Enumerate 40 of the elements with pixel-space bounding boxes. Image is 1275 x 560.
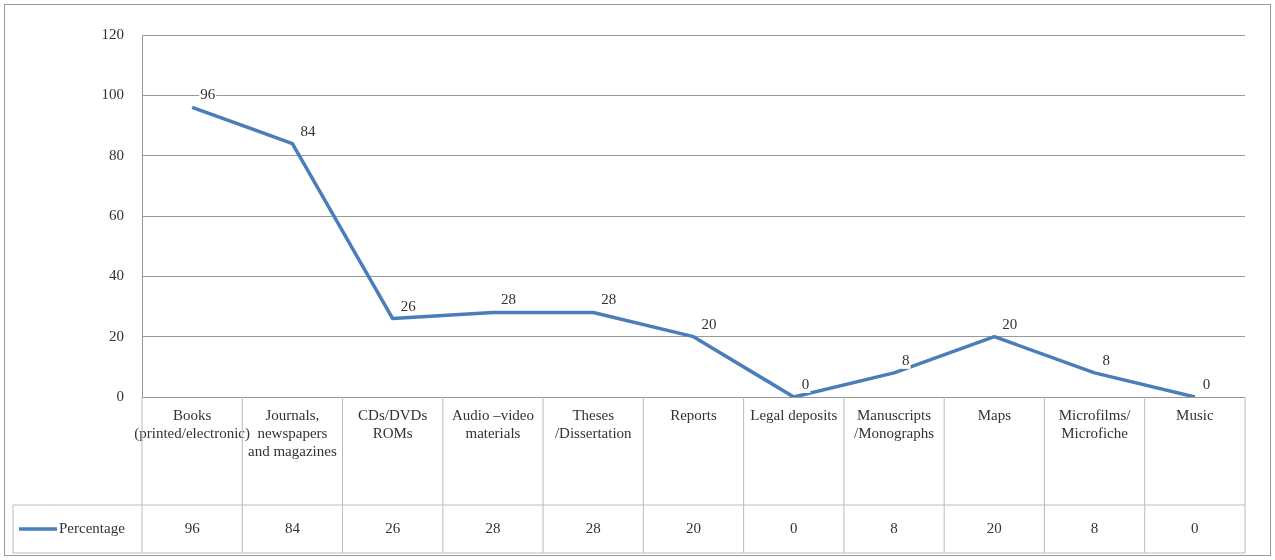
annotation: 0 (1202, 375, 1211, 392)
x-tick-label: Theses /Dissertation (554, 406, 633, 441)
x-tick-label: Legal deposits (750, 406, 838, 423)
y-tick-label: 80 (109, 146, 124, 163)
data-label: 28 (485, 519, 501, 536)
x-tick-label: Manuscripts /Monographs (854, 406, 935, 441)
data-label: 0 (790, 519, 798, 536)
x-tick-label: Audio –video materials (451, 406, 534, 441)
x-tick-label: Books (printed/electronic) (134, 406, 251, 442)
annotation: 96 (200, 86, 216, 103)
y-tick-label: 0 (116, 387, 124, 404)
annotation: 0 (801, 375, 810, 392)
x-tick-label: Reports (670, 406, 717, 423)
annotation: 8 (902, 351, 910, 368)
annotation: 84 (300, 122, 316, 139)
annotation: 8 (1102, 351, 1111, 368)
legend-label: Percentage (59, 519, 126, 536)
annotation: 20 (1002, 315, 1018, 332)
x-tick-label: Microfilms/ Microfiche (1058, 406, 1132, 441)
data-label: 8 (1090, 519, 1099, 536)
y-tick-label: 20 (109, 327, 124, 344)
data-label: 28 (585, 519, 601, 536)
data-label: 26 (385, 519, 401, 536)
x-tick-label: CDs/DVDs ROMs (358, 406, 428, 441)
annotation: 28 (500, 291, 516, 308)
x-tick-label: Maps (977, 406, 1012, 423)
y-tick-label: 60 (109, 206, 124, 223)
data-label: 8 (890, 519, 898, 536)
annotation: 28 (601, 291, 617, 308)
data-label: 0 (1191, 519, 1199, 536)
data-label: 20 (686, 519, 701, 536)
annotation: 20 (701, 315, 717, 332)
data-label: 20 (986, 519, 1002, 536)
y-tick-label: 100 (101, 86, 124, 103)
data-label: 96 (184, 519, 201, 536)
y-tick-label: 40 (109, 267, 124, 284)
y-tick-label: 120 (101, 25, 124, 42)
x-tick-label: Music (1176, 406, 1214, 423)
data-label: 84 (284, 519, 301, 536)
annotation: 26 (400, 297, 417, 314)
